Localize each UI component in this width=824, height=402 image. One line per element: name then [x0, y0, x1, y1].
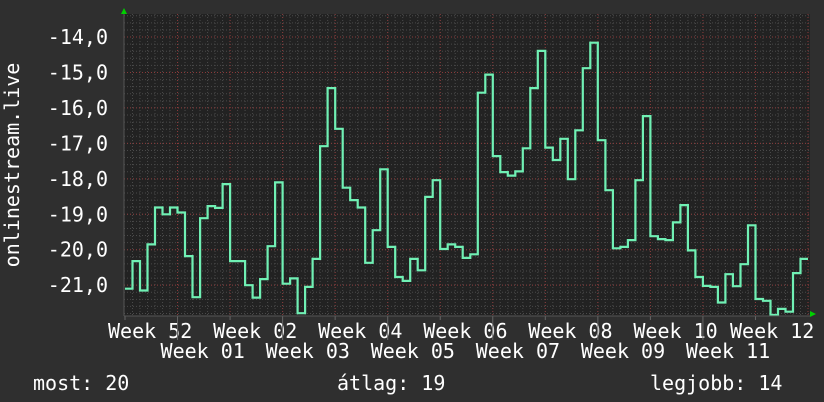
y-tick-label: -20,0 — [48, 238, 108, 262]
x-tick-label: Week 04 — [318, 319, 402, 343]
average-value: átlag: 19 — [337, 371, 446, 395]
y-tick-label: -21,0 — [48, 273, 108, 297]
y-tick-label: -17,0 — [48, 131, 108, 155]
x-tick-label: Week 10 — [633, 319, 717, 343]
x-tick-label: Week 52 — [108, 319, 192, 343]
y-tick-label: -14,0 — [48, 25, 108, 49]
current-value: most: 20 — [33, 371, 130, 395]
x-axis-arrow-icon — [810, 311, 816, 317]
series-line — [125, 41, 808, 317]
y-axis-ticks: -14,0 -15,0 -16,0 -17,0 -18,0 -19,0 -20,0 -21,0 — [48, 25, 108, 297]
x-tick-label: Week 12 — [730, 319, 814, 343]
y-tick-label: -19,0 — [48, 202, 108, 226]
x-tick-label: Week 08 — [528, 319, 612, 343]
y-axis-label: onlinestream.live — [0, 63, 24, 268]
x-tick-label: Week 03 — [266, 339, 350, 363]
y-tick-label: -18,0 — [48, 167, 108, 191]
y-axis-arrow-icon — [121, 8, 127, 14]
x-tick-label: Week 05 — [371, 339, 455, 363]
y-tick-label: -15,0 — [48, 60, 108, 84]
best-value: legjobb: 14 — [650, 371, 783, 395]
x-tick-label: Week 01 — [161, 339, 245, 363]
grid — [124, 14, 810, 316]
x-tick-label: Week 11 — [686, 339, 770, 363]
x-tick-label: Week 02 — [213, 319, 297, 343]
x-tick-label: Week 07 — [476, 339, 560, 363]
x-tick-label: Week 09 — [581, 339, 665, 363]
y-tick-label: -16,0 — [48, 96, 108, 120]
x-tick-label: Week 06 — [423, 319, 507, 343]
